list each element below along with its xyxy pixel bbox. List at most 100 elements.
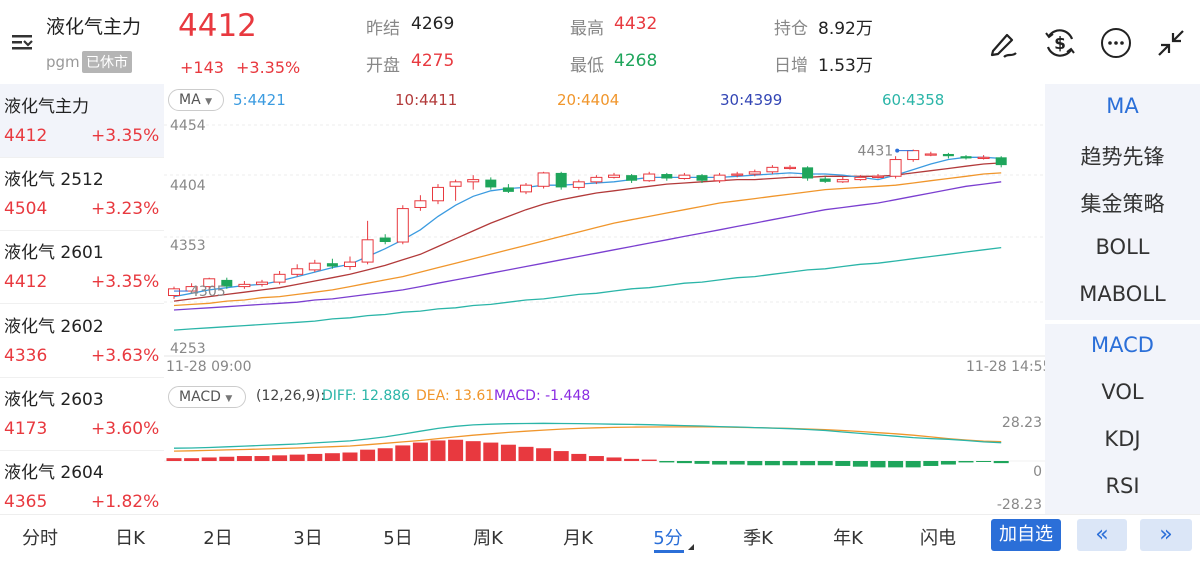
ma60-legend: 60:4358 [882,91,945,109]
tab-5min[interactable]: 5分 [653,528,683,549]
contract-title[interactable]: 液化气主力 [46,16,142,38]
tab-5day[interactable]: 5日 [383,528,413,549]
candle [572,179,585,190]
high-marker-label: 4431 [858,144,894,160]
indicator-maboll[interactable]: MABOLL [1079,282,1166,306]
tab-3day[interactable]: 3日 [293,528,323,549]
oi-change-label: 日增 [774,56,808,76]
candle-body [485,179,497,188]
contract-name: 液化气 2601 [4,243,104,263]
contract-item[interactable]: 液化气 2604 4365 +1.82% [0,450,164,514]
candle [273,270,286,285]
add-watchlist-button[interactable]: 加自选 [991,519,1061,551]
candle [379,234,391,245]
candle-body [995,157,1007,166]
nav-next-button[interactable]: » [1140,519,1192,551]
candle-body [502,187,514,192]
candle [414,195,427,211]
candle [748,169,761,177]
contract-item[interactable]: 液化气 2603 4173 +3.60% [0,377,164,451]
prev-close-label: 昨结 [366,19,400,39]
candle [942,152,954,159]
indicator-rsi[interactable]: RSI [1105,474,1140,498]
candle-body [256,281,268,285]
candle-body [168,288,180,297]
contract-item[interactable]: 液化气 2601 4412 +3.35% [0,230,164,304]
tab-intraday[interactable]: 分时 [22,528,58,549]
tab-daily-k[interactable]: 日K [115,528,145,549]
macd-bar [694,461,710,464]
macd-selector-label: MACD [179,389,221,405]
tab-2day[interactable]: 2日 [203,528,233,549]
contract-item[interactable]: 液化气主力 4412 +3.35% [0,84,164,158]
indicator-jijin-strategy[interactable]: 集金策略 [1080,192,1165,216]
macd-selector[interactable]: MACD ▼ [168,386,246,408]
candle-body [713,174,726,182]
menu-icon[interactable] [10,30,36,54]
macd-bar [465,441,481,461]
macd-bar [518,446,534,461]
contract-item[interactable]: 液化气 2602 4336 +3.63% [0,304,164,378]
sub-indicator-group: MACD VOL KDJ RSI [1045,324,1200,514]
candle-body [802,167,814,179]
corner-triangle-icon [688,544,694,550]
candle [396,205,409,245]
candle-body [819,178,831,182]
candle [696,174,708,183]
period-bar: 分时 日K 2日 3日 5日 周K 月K 5分 季K 年K 闪电 加自选 « » [0,514,1200,558]
tab-yearly-k[interactable]: 年K [833,528,863,549]
indicator-macd[interactable]: MACD [1091,333,1154,357]
contract-pct: +3.60% [91,419,160,439]
candle-body [784,166,796,170]
candle-body [273,273,286,283]
macd-bar [641,459,657,461]
macd-bar [289,454,305,461]
macd-bar [764,461,780,466]
macd-bar [395,445,411,461]
tab-monthly-k[interactable]: 月K [563,528,593,549]
candlestick-chart[interactable]: 4454 4404 4353 4253 4431 4305 [164,112,1046,360]
ma60-line [173,246,1002,331]
tab-quarterly-k[interactable]: 季K [743,528,773,549]
macd-bar [483,442,499,461]
ma30-line [173,181,1002,311]
tab-flash[interactable]: 闪电 [920,528,956,549]
shrink-icon[interactable] [1152,24,1190,62]
dea-line [173,426,1002,452]
indicator-ma[interactable]: MA [1106,94,1139,118]
macd-params: (12,26,9): [256,388,326,404]
candle-body [608,174,620,178]
contract-item[interactable]: 液化气 2512 4504 +3.23% [0,157,164,231]
more-icon[interactable] [1097,24,1135,62]
double-chevron-right-icon: » [1159,522,1173,547]
nav-prev-button[interactable]: « [1077,519,1127,551]
open-value: 4275 [411,51,455,71]
macd-chart[interactable]: 28.23 0 -28.23 [164,408,1046,514]
candle [872,174,884,179]
ma20-legend: 20:4404 [557,91,620,109]
candle-body [308,262,321,271]
indicator-boll[interactable]: BOLL [1095,235,1150,259]
macd-bar [993,461,1009,464]
candle [608,172,620,179]
candle [960,155,972,160]
indicator-kdj[interactable]: KDJ [1104,427,1141,451]
contract-name: 液化气主力 [4,97,89,117]
candle [537,171,550,189]
candle-body [396,208,409,243]
macd-dea: DEA: 13.61 [416,388,495,404]
macd-bar [940,461,956,465]
macd-bar [342,452,358,461]
candle-body [661,174,673,179]
macd-bar [254,456,270,461]
caret-down-icon: ▼ [225,394,233,404]
tab-weekly-k[interactable]: 周K [473,528,503,549]
macd-bar [976,461,992,462]
dollar-exchange-icon[interactable]: $ [1041,24,1079,62]
candle-body [872,175,884,178]
draw-pen-icon[interactable] [984,24,1022,62]
indicator-vol[interactable]: VOL [1101,380,1144,404]
indicator-trend-pioneer[interactable]: 趋势先锋 [1080,145,1165,169]
ma-selector[interactable]: MA ▼ [168,89,224,111]
contract-pct: +1.82% [91,492,160,512]
